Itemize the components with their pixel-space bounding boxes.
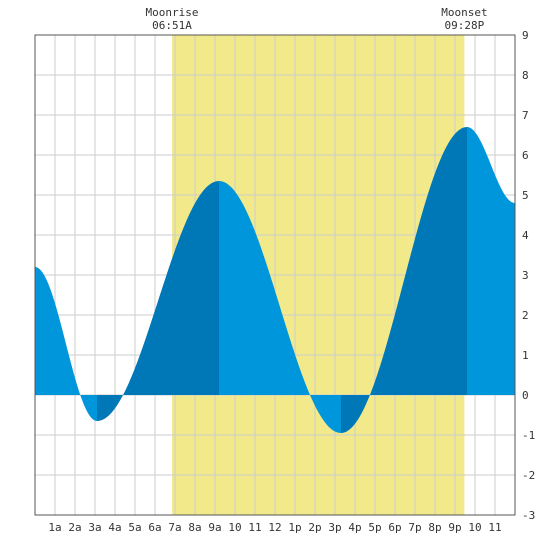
falling-tide-area bbox=[467, 127, 515, 395]
plot-frame bbox=[34, 34, 516, 516]
y-tick-label: 7 bbox=[522, 109, 529, 122]
y-tick-label: 2 bbox=[522, 309, 529, 322]
moonset-label: Moonset bbox=[441, 6, 487, 19]
x-tick-label: 5p bbox=[368, 521, 381, 534]
x-tick-label: 8p bbox=[428, 521, 441, 534]
x-tick-label: 8a bbox=[188, 521, 201, 534]
x-tick-label: 4a bbox=[108, 521, 121, 534]
x-tick-label: 12 bbox=[268, 521, 281, 534]
moonrise-label: Moonrise bbox=[146, 6, 199, 19]
x-tick-label: 3p bbox=[328, 521, 341, 534]
x-tick-label: 10 bbox=[228, 521, 241, 534]
x-tick-label: 4p bbox=[348, 521, 361, 534]
y-tick-label: 6 bbox=[522, 149, 529, 162]
moonset-time: 09:28P bbox=[445, 19, 485, 32]
x-tick-label: 1a bbox=[48, 521, 61, 534]
x-tick-label: 11 bbox=[488, 521, 501, 534]
y-tick-label: 5 bbox=[522, 189, 529, 202]
x-tick-label: 3a bbox=[88, 521, 101, 534]
rising-tide-area bbox=[97, 181, 219, 421]
y-tick-label: -3 bbox=[522, 509, 535, 522]
x-tick-label: 10 bbox=[468, 521, 481, 534]
x-tick-label: 7a bbox=[168, 521, 181, 534]
x-tick-label: 6a bbox=[148, 521, 161, 534]
y-tick-label: 1 bbox=[522, 349, 529, 362]
y-tick-label: -1 bbox=[522, 429, 535, 442]
y-tick-label: -2 bbox=[522, 469, 535, 482]
y-tick-label: 8 bbox=[522, 69, 529, 82]
y-tick-label: 9 bbox=[522, 29, 529, 42]
rising-tide-area bbox=[341, 127, 467, 433]
y-tick-label: 4 bbox=[522, 229, 529, 242]
x-tick-label: 5a bbox=[128, 521, 141, 534]
x-tick-label: 6p bbox=[388, 521, 401, 534]
moonrise-time: 06:51A bbox=[152, 19, 192, 32]
x-tick-label: 1p bbox=[288, 521, 301, 534]
falling-tide-area bbox=[35, 267, 97, 421]
x-tick-label: 2p bbox=[308, 521, 321, 534]
y-tick-label: 0 bbox=[522, 389, 529, 402]
x-tick-label: 7p bbox=[408, 521, 421, 534]
x-tick-label: 9a bbox=[208, 521, 221, 534]
x-tick-label: 2a bbox=[68, 521, 81, 534]
x-tick-label: 9p bbox=[448, 521, 461, 534]
y-tick-label: 3 bbox=[522, 269, 529, 282]
x-tick-label: 11 bbox=[248, 521, 261, 534]
falling-tide-area bbox=[219, 181, 341, 433]
